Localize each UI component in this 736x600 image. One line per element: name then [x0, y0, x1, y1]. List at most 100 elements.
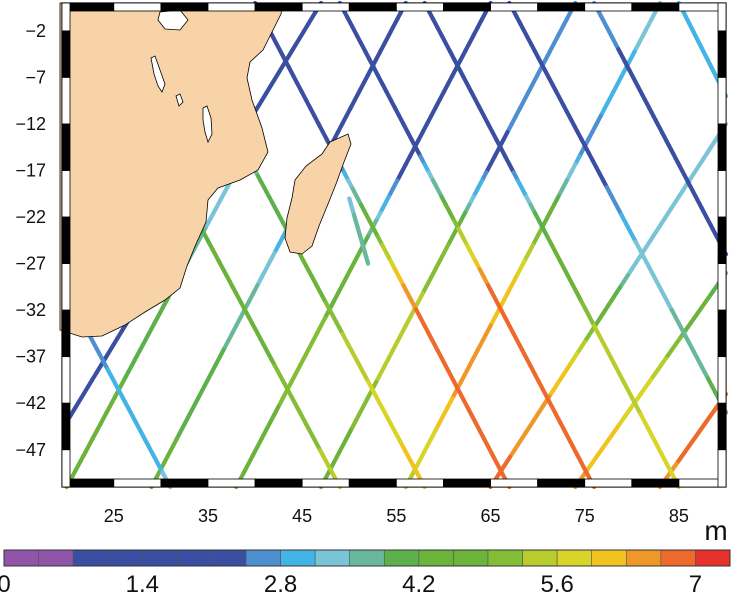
colorbar-swatch — [38, 549, 74, 567]
graticule-bar-left — [61, 77, 71, 125]
colorbar-swatch — [245, 549, 281, 567]
colorbar-swatch — [418, 549, 454, 567]
graticule-bar-left — [61, 2, 71, 32]
colorbar-tick-label: 4.2 — [402, 571, 435, 598]
graticule-bar-left — [61, 263, 71, 311]
graticule-bar-left — [61, 170, 71, 218]
graticule-bar-top — [584, 2, 633, 12]
satellite-track — [422, 0, 682, 490]
graticule-bar-left — [61, 216, 71, 265]
longitude-tick-label: 45 — [292, 506, 312, 526]
graticule-bar-right — [717, 356, 727, 404]
graticule-bar-top — [348, 2, 397, 12]
satellite-track — [488, 121, 729, 490]
axis-labels: −2 −7 −12 −17 −22 −27 −32 −37 −42 −47 25 35 45 55 65 75… — [15, 21, 688, 526]
graticule-bar-right — [717, 309, 727, 358]
longitude-tick-label: 35 — [198, 506, 218, 526]
satellite-track — [592, 0, 729, 257]
graticule-bar-right — [717, 170, 727, 218]
colorbar-swatch — [107, 549, 143, 567]
graticule-bar-bottom — [113, 478, 162, 488]
graticule-bar-bottom — [584, 478, 633, 488]
graticule-bar-top — [113, 2, 162, 12]
colorbar-swatch — [453, 549, 489, 567]
graticule-bar-right — [717, 449, 727, 488]
map-frame — [61, 2, 727, 488]
graticule-bar-left — [61, 402, 71, 451]
graticule-bar-left — [61, 30, 71, 78]
satellite-track — [403, 0, 663, 490]
graticule-bar-bottom — [301, 478, 350, 488]
colorbar-tick-label: 0 — [0, 571, 11, 598]
graticule-bar-bottom — [66, 478, 115, 488]
graticule-bar-top — [207, 2, 256, 12]
colorbar-swatch — [383, 549, 420, 567]
colorbar-swatch — [141, 549, 178, 567]
longitude-tick-label: 55 — [386, 506, 406, 526]
colorbar-swatch — [314, 549, 351, 567]
land-layer — [59, 2, 352, 338]
graticule-bar-top — [395, 2, 444, 12]
madagascar-island — [284, 133, 352, 255]
graticule-bar-right — [717, 2, 727, 32]
graticule-bar-top — [160, 2, 209, 12]
graticule-bar-left — [61, 356, 71, 404]
latitude-tick-label: −47 — [15, 440, 46, 460]
graticule-bar-bottom — [254, 478, 303, 488]
africa-landmass — [59, 2, 284, 338]
colorbar-tick-label: 5.6 — [540, 571, 573, 598]
graticule-bar-bottom — [443, 478, 491, 488]
graticule-bar-right — [717, 263, 727, 311]
graticule-bar-left — [61, 309, 71, 358]
colorbar-swatch — [280, 549, 316, 567]
latitude-tick-label: −12 — [15, 114, 46, 134]
graticule-bar-left — [61, 123, 71, 171]
graticule-bar-top — [490, 2, 539, 12]
graticule-bar-bottom — [395, 478, 444, 488]
graticule-bar-right — [717, 402, 727, 451]
graticule-bar-top — [254, 2, 303, 12]
colorbar-swatch — [695, 549, 731, 567]
longitude-tick-label: 25 — [104, 506, 124, 526]
latitude-tick-label: −7 — [25, 67, 46, 87]
colorbar-tick-label: 1.4 — [126, 571, 159, 598]
colorbar-swatch — [72, 549, 109, 567]
colorbar-swatch — [625, 549, 662, 567]
colorbar-swatch — [591, 549, 627, 567]
graticule-bar-right — [717, 123, 727, 171]
lake-malawi — [202, 105, 213, 144]
colorbar-swatch — [487, 549, 523, 567]
graticule-bar-top — [301, 2, 350, 12]
latitude-tick-label: −22 — [15, 207, 46, 227]
latitude-tick-label: −42 — [15, 393, 46, 413]
satellite-track — [347, 196, 371, 266]
colorbar: 0 1.4 2.8 4.2 5.6 7m — [0, 515, 731, 598]
colorbar-swatch — [176, 549, 212, 567]
graticule-bar-top — [443, 2, 491, 12]
colorbar-swatch — [660, 549, 696, 567]
colorbar-swatch — [211, 549, 247, 567]
colorbar-unit-label: m — [704, 515, 727, 546]
latitude-tick-label: −32 — [15, 300, 46, 320]
longitude-tick-label: 65 — [481, 506, 501, 526]
colorbar-swatch — [522, 549, 558, 567]
graticule-bar-left — [61, 449, 71, 488]
graticule-bar-top — [66, 2, 115, 12]
colorbar-swatch — [349, 549, 385, 567]
latitude-tick-label: −2 — [25, 21, 46, 41]
graticule-bar-bottom — [207, 478, 256, 488]
satellite-track — [573, 270, 729, 490]
graticule-bar-bottom — [537, 478, 586, 488]
graticule-bar-bottom — [631, 478, 680, 488]
graticule-bar-right — [717, 77, 727, 125]
colorbar-tick-label: 7 — [689, 571, 702, 598]
satellite-track — [252, 0, 512, 490]
graticule-bar-bottom — [160, 478, 209, 488]
graticule-bar-top — [537, 2, 586, 12]
satellite-track — [252, 168, 427, 490]
longitude-tick-label: 85 — [669, 506, 689, 526]
latitude-tick-label: −27 — [15, 254, 46, 274]
latitude-tick-label: −37 — [15, 347, 46, 367]
colorbar-tick-label: 2.8 — [264, 571, 297, 598]
